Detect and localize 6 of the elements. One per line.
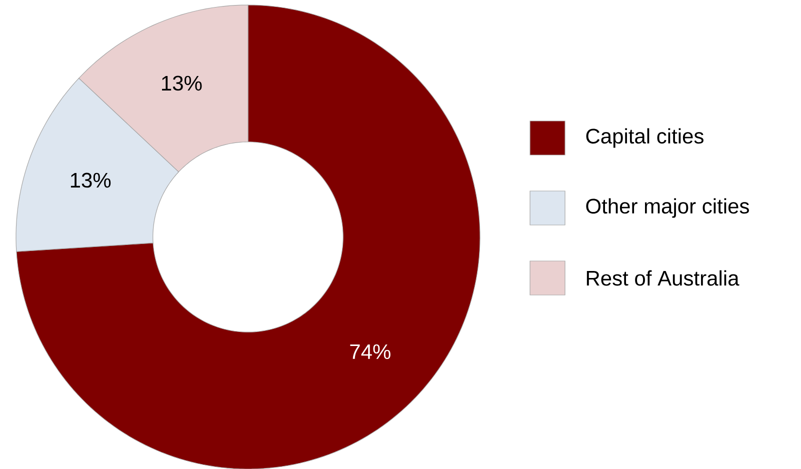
legend-label: Capital cities <box>586 128 704 148</box>
legend-label: Rest of Australia <box>586 270 740 286</box>
legend-label: Other major cities <box>586 198 749 218</box>
data-label: 13% <box>70 172 111 188</box>
data-label: 74% <box>350 344 390 360</box>
data-label: 13% <box>162 76 202 91</box>
